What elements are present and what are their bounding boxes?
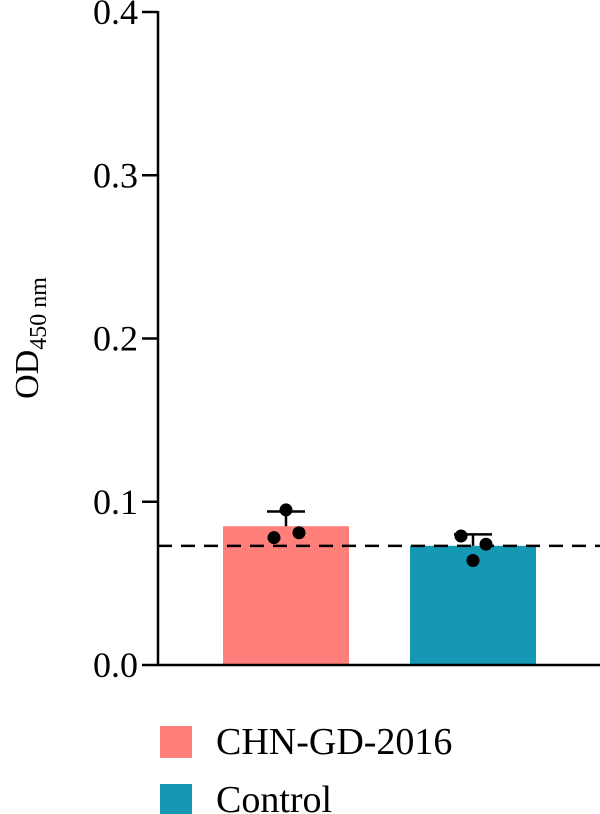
legend-label: Control — [216, 779, 332, 814]
y-axis-label-subscript: 450 nm — [26, 277, 52, 350]
data-point — [267, 531, 281, 545]
y-axis-label: OD450 nm — [9, 277, 52, 399]
legend-swatch — [160, 726, 192, 758]
y-tick-label: 0.3 — [93, 155, 138, 195]
bars — [223, 526, 536, 665]
data-point — [292, 526, 306, 540]
data-point — [466, 554, 480, 568]
data-point — [279, 503, 293, 517]
y-axis-label-main: OD — [9, 350, 46, 399]
data-point — [454, 529, 468, 543]
y-tick-label: 0.4 — [93, 0, 138, 32]
legend-swatch — [160, 784, 192, 814]
legend-label: CHN-GD-2016 — [216, 721, 452, 763]
data-points — [267, 503, 493, 568]
plot-area: OD450 nm 0.0 0.1 0.2 0.3 0.4 — [9, 0, 600, 685]
y-axis-ticks: 0.0 0.1 0.2 0.3 0.4 — [93, 0, 158, 685]
legend: CHN-GD-2016 Control — [160, 721, 452, 814]
y-tick-label: 0.0 — [93, 645, 138, 685]
y-tick-label: 0.1 — [93, 482, 138, 522]
bar-chn-gd-2016 — [223, 526, 349, 665]
y-tick-label: 0.2 — [93, 319, 138, 359]
data-point — [479, 537, 493, 551]
